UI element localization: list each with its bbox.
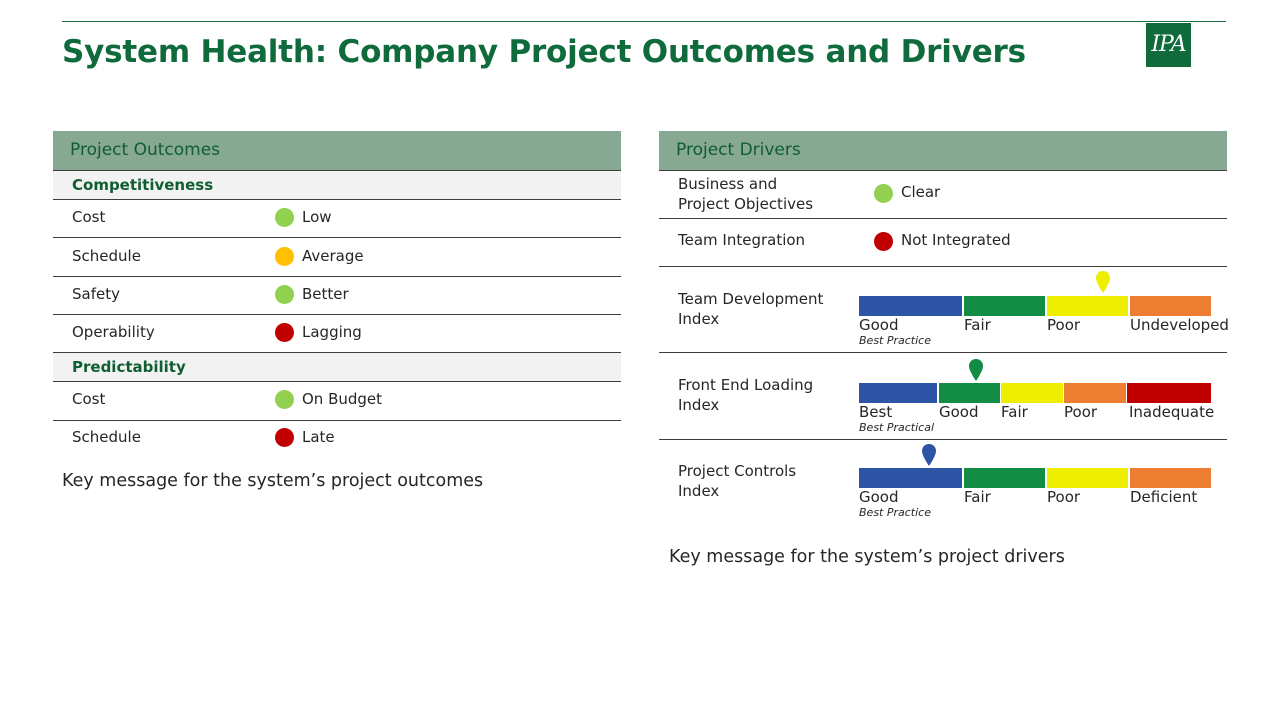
status-dot-icon <box>275 208 294 227</box>
driver-row-project-controls: Project Controls Index Good Fair Poor De… <box>659 440 1227 526</box>
predictability-subheader: Predictability <box>53 353 621 382</box>
outcome-row-schedule: Schedule Average <box>53 238 621 277</box>
outcome-label: Schedule <box>72 247 141 265</box>
status-dot-icon <box>275 323 294 342</box>
drivers-header: Project Drivers <box>659 131 1227 171</box>
outcomes-header: Project Outcomes <box>53 131 621 171</box>
scale-segment-fair <box>964 468 1045 488</box>
status-dot-icon <box>275 390 294 409</box>
drivers-key-message: Key message for the system’s project dri… <box>669 547 1065 567</box>
driver-label-line: Project Objectives <box>678 195 814 213</box>
driver-label: Team Development Index <box>678 289 823 329</box>
scale-segment-undeveloped <box>1130 296 1211 316</box>
status-dot-icon <box>874 232 893 251</box>
driver-label-line: Team Development <box>678 290 824 308</box>
scale-label: Deficient <box>1130 488 1198 506</box>
status-dot-icon <box>874 184 893 203</box>
outcome-value: Lagging <box>302 323 362 341</box>
best-practice-note: Best Practical <box>859 421 935 434</box>
page-title: System Health: Company Project Outcomes … <box>62 34 1026 70</box>
scale-segment-fair <box>964 296 1045 316</box>
scale-label: Poor <box>1064 403 1098 421</box>
outcomes-key-message: Key message for the system’s project out… <box>62 471 484 491</box>
driver-label: Business and Project Objectives <box>678 174 813 214</box>
driver-row-objectives: Business and Project Objectives Clear <box>659 171 1227 219</box>
scale-segment-poor <box>1047 468 1128 488</box>
outcome-row-late: Schedule Late <box>53 421 621 458</box>
scale-segment-good <box>859 468 962 488</box>
best-practice-note: Best Practice <box>859 334 931 347</box>
status-dot-icon <box>275 285 294 304</box>
outcome-row-budget: Cost On Budget <box>53 382 621 421</box>
outcome-value: On Budget <box>302 390 383 408</box>
scale-segment-inadequate <box>1127 383 1211 403</box>
scale-label: Poor <box>1047 316 1081 334</box>
scale-segment-fair <box>1001 383 1063 403</box>
rating-marker-icon <box>969 359 983 381</box>
scale-label: Fair <box>1001 403 1028 421</box>
scale-segment-good <box>939 383 1000 403</box>
outcome-label: Cost <box>72 208 106 226</box>
driver-label: Project Controls Index <box>678 461 796 501</box>
scale-segment-poor <box>1047 296 1128 316</box>
competitiveness-subheader: Competitiveness <box>53 171 621 200</box>
outcome-row-safety: Safety Better <box>53 277 621 315</box>
driver-row-integration: Team Integration Not Integrated <box>659 219 1227 267</box>
driver-label-line: Project Controls <box>678 462 797 480</box>
driver-label-line: Front End Loading <box>678 376 814 394</box>
ipa-logo: IPA <box>1146 23 1191 67</box>
outcome-label: Safety <box>72 285 120 303</box>
scale-label: Good <box>859 316 899 334</box>
outcome-value: Late <box>302 428 335 446</box>
driver-label: Front End Loading Index <box>678 375 813 415</box>
driver-label-line: Business and <box>678 175 778 193</box>
scale-label: Good <box>859 488 899 506</box>
outcome-label: Operability <box>72 323 155 341</box>
scale-segment-deficient <box>1130 468 1211 488</box>
rating-marker-icon <box>922 444 936 466</box>
driver-row-team-development: Team Development Index Good Fair Poor Un… <box>659 267 1229 353</box>
rating-marker-icon <box>1096 271 1110 293</box>
outcome-value: Low <box>302 208 332 226</box>
driver-label-line: Index <box>678 396 720 414</box>
scale-segment-good <box>859 296 962 316</box>
scale-label: Best <box>859 403 893 421</box>
outcome-value: Average <box>302 247 364 265</box>
driver-value: Not Integrated <box>901 231 1011 249</box>
driver-value: Clear <box>901 183 941 201</box>
driver-label-line: Index <box>678 310 720 328</box>
outcome-label: Schedule <box>72 428 141 446</box>
status-dot-icon <box>275 428 294 447</box>
scale-label: Poor <box>1047 488 1081 506</box>
scale-label: Inadequate <box>1129 403 1215 421</box>
title-rule <box>62 21 1226 22</box>
outcome-row-operability: Operability Lagging <box>53 315 621 353</box>
scale-segment-best <box>859 383 937 403</box>
scale-label: Good <box>939 403 979 421</box>
driver-label: Team Integration <box>678 231 806 249</box>
driver-row-front-end-loading: Front End Loading Index Best Good Fair P… <box>659 353 1227 440</box>
outcome-value: Better <box>302 285 349 303</box>
status-dot-icon <box>275 247 294 266</box>
driver-label-line: Index <box>678 482 720 500</box>
best-practice-note: Best Practice <box>859 506 931 519</box>
outcome-label: Cost <box>72 390 106 408</box>
scale-label: Fair <box>964 488 991 506</box>
scale-label: Undeveloped <box>1130 316 1229 334</box>
scale-segment-poor <box>1064 383 1126 403</box>
outcome-row-cost: Cost Low <box>53 200 621 238</box>
scale-label: Fair <box>964 316 991 334</box>
